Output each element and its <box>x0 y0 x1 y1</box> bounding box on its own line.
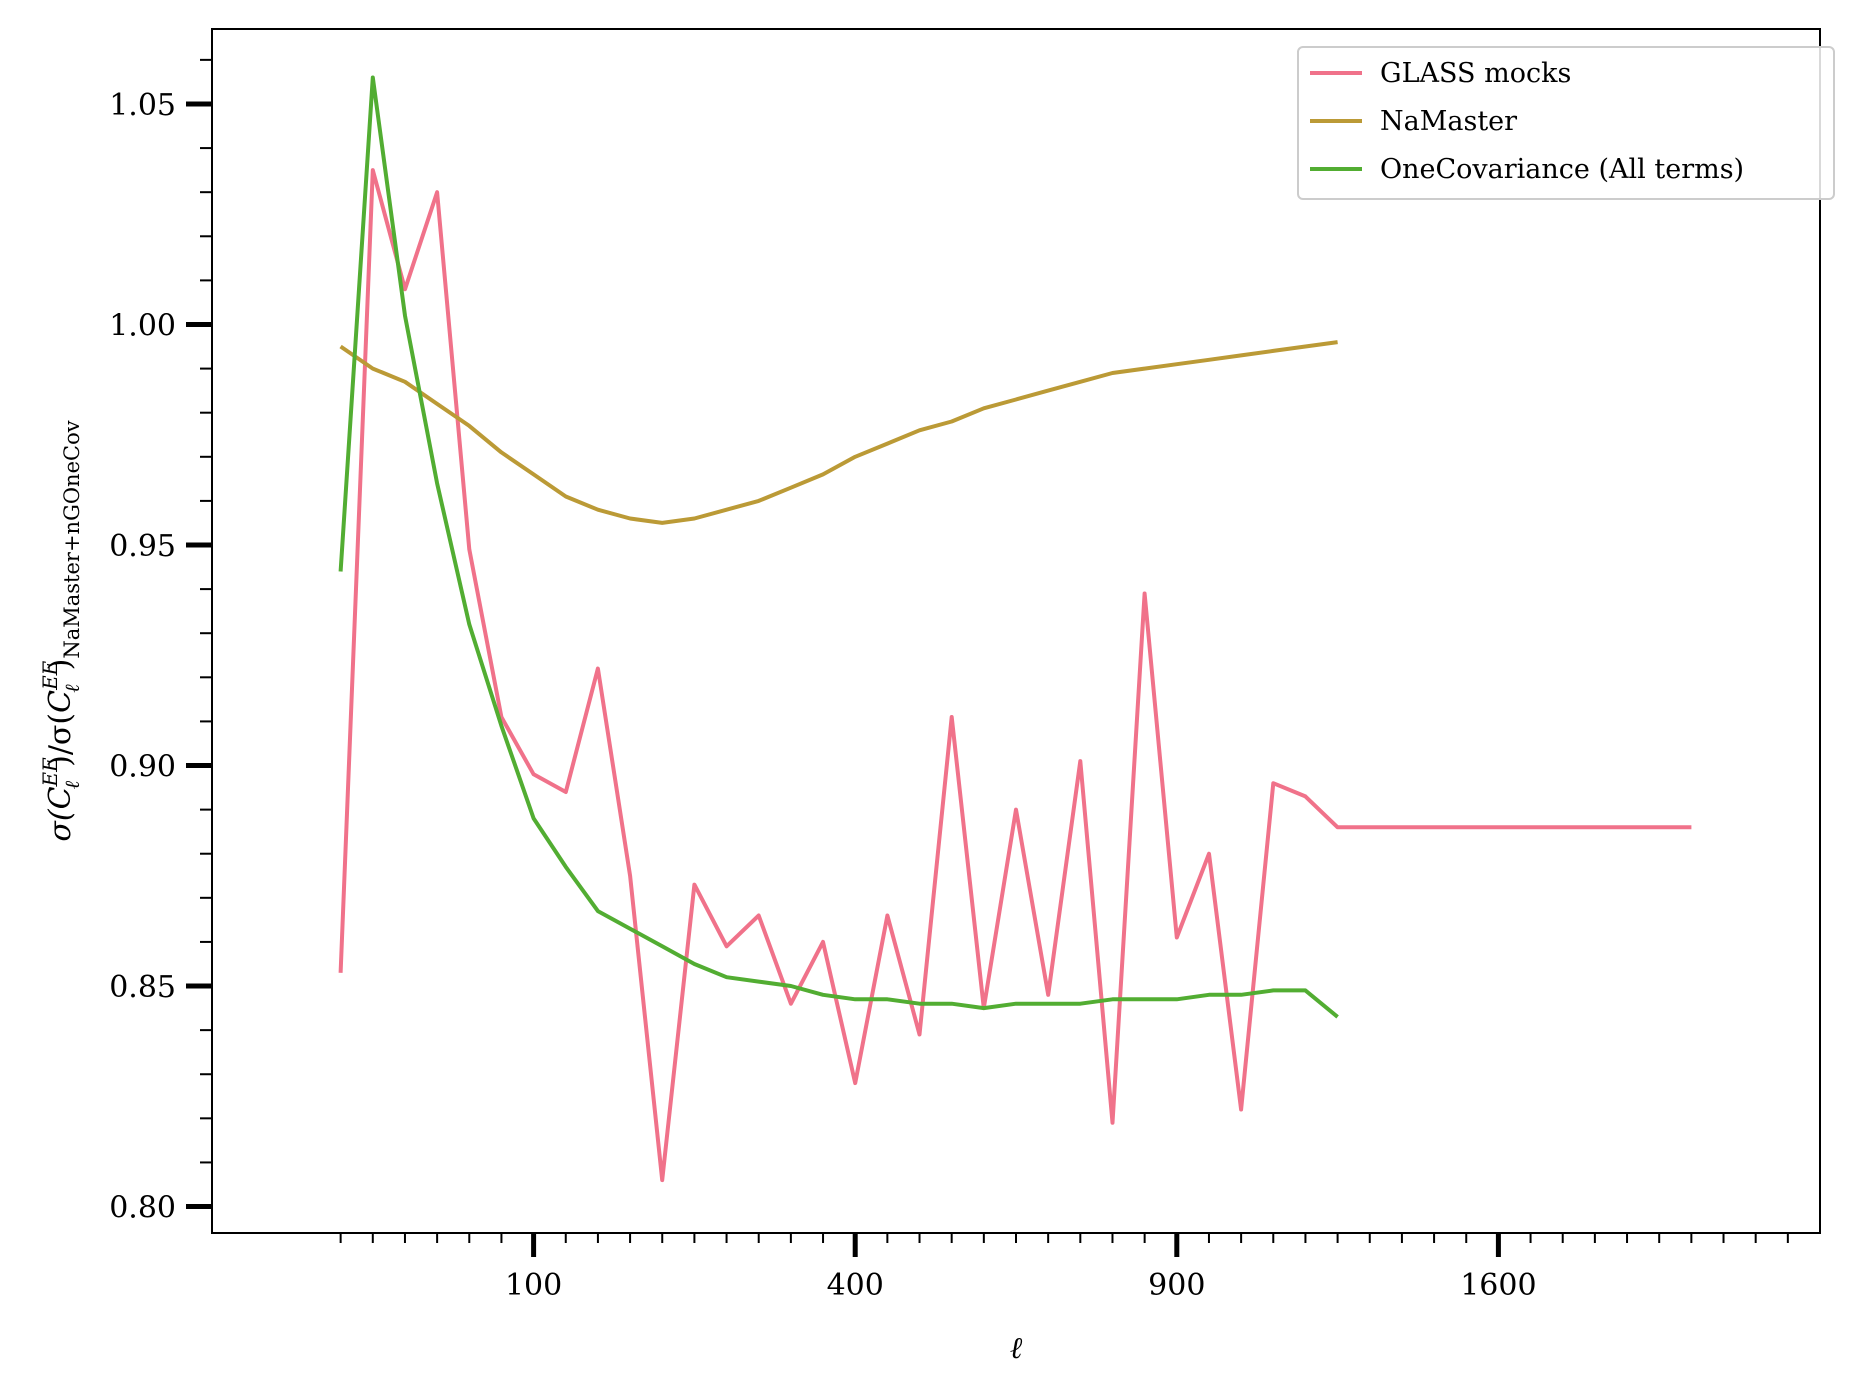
legend-box <box>1297 46 1835 200</box>
y-label-sub1: ℓ <box>60 780 84 789</box>
series-line-2 <box>338 75 1339 1019</box>
x-tick-label: 900 <box>1148 1268 1205 1303</box>
y-tick-label: 0.90 <box>109 750 176 785</box>
y-label-sub2: ℓ <box>60 684 84 693</box>
plot-area <box>212 29 1820 1233</box>
y-tick-label: 0.80 <box>109 1191 176 1226</box>
y-label-sup2: EE <box>38 660 62 691</box>
y-axis-label: σ(CEEℓ)/σ(CEEℓ)NaMaster+nGOneCov <box>38 420 84 841</box>
series-layer <box>338 75 1692 1183</box>
x-tick-label: 400 <box>827 1268 884 1303</box>
y-label-sigma1: σ( <box>43 808 78 841</box>
legend: GLASS mocks NaMaster OneCovariance (All te… <box>1297 46 1835 200</box>
y-label-c1: C <box>43 786 78 809</box>
y-label-close: ) <box>43 659 78 671</box>
legend-label: NaMaster <box>1380 106 1517 137</box>
y-tick-label: 0.95 <box>109 529 176 564</box>
x-axis-label: ℓ <box>1010 1331 1023 1366</box>
x-tick-label: 100 <box>505 1268 562 1303</box>
series-line-0 <box>338 168 1692 1183</box>
legend-label: GLASS mocks <box>1380 58 1571 89</box>
legend-label: OneCovariance (All terms) <box>1380 154 1744 185</box>
y-tick-label: 1.00 <box>109 308 176 343</box>
series-line-1 <box>339 340 1338 525</box>
ticks-layer: 100 400 900 1600 0.80 0.85 0.90 0.95 1.00 1.05 <box>109 58 1789 1303</box>
x-tick-label: 1600 <box>1460 1268 1536 1303</box>
y-label-c2: C <box>43 690 78 713</box>
y-tick-label: 1.05 <box>109 88 176 123</box>
y-tick-label: 0.85 <box>109 970 176 1005</box>
y-label-subscript: NaMaster+nGOneCov <box>60 420 84 658</box>
y-label-mid: )/σ( <box>43 713 78 767</box>
y-label-sup1: EE <box>38 757 62 788</box>
